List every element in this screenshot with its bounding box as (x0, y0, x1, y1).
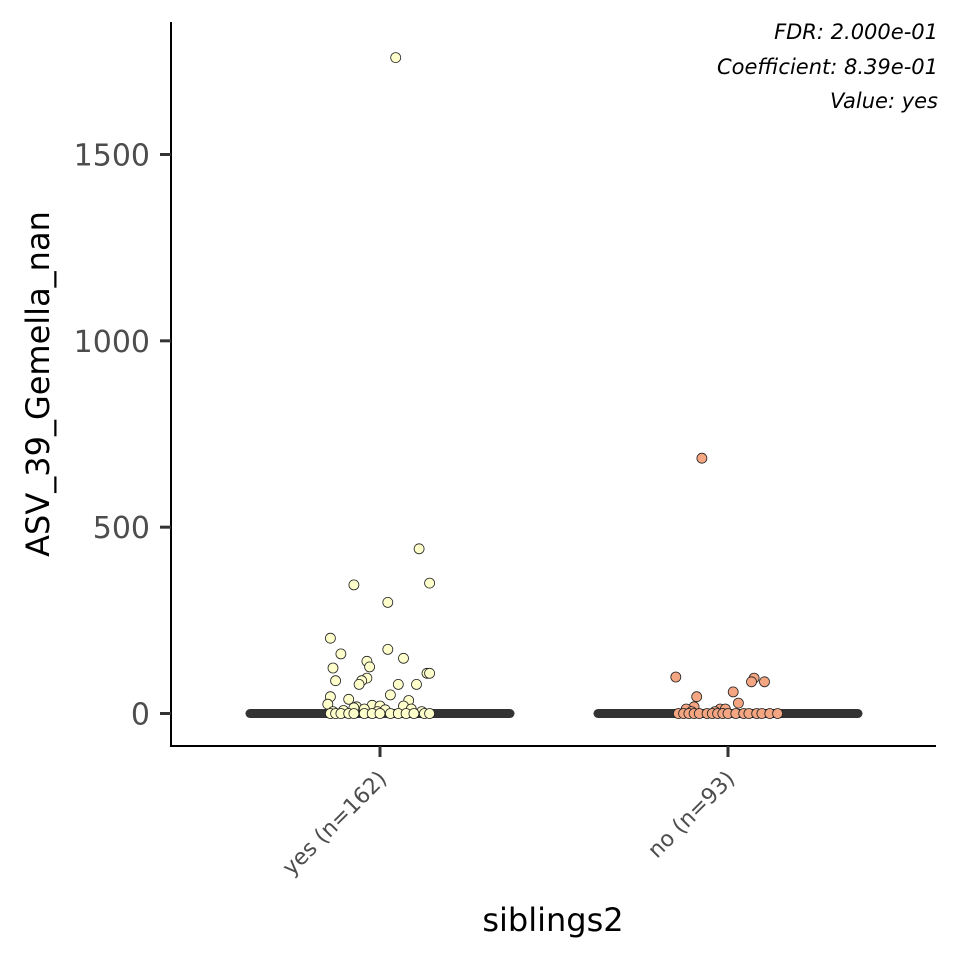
data-point (424, 667, 436, 679)
data-point (727, 686, 739, 698)
data-point (696, 452, 708, 464)
data-point (335, 648, 347, 660)
data-point (398, 652, 409, 664)
data-point (382, 644, 394, 655)
annotation-fdr: FDR: 2.000e-01 (774, 20, 938, 44)
y-tick-label: 1500 (74, 139, 150, 174)
data-point (691, 691, 703, 703)
data-point (772, 708, 783, 719)
y-tick-label: 1000 (74, 325, 150, 360)
data-point (348, 579, 360, 591)
data-point (413, 543, 425, 555)
data-point (733, 697, 744, 709)
data-point (348, 708, 360, 719)
data-point (408, 708, 420, 719)
x-axis-title: siblings2 (482, 901, 623, 939)
x-tick-label: no (n=93) (643, 767, 740, 864)
data-point (390, 52, 402, 63)
data-point (759, 676, 770, 688)
data-point (343, 693, 355, 705)
data-point (424, 708, 436, 719)
data-point (324, 632, 336, 644)
data-points (322, 52, 783, 719)
data-point (374, 708, 386, 719)
x-axis: yes (n=162) no (n=93) (278, 746, 740, 881)
y-axis: 0 500 1000 1500 (74, 139, 171, 733)
data-point (746, 676, 757, 688)
data-point (330, 675, 342, 687)
y-tick-label: 0 (131, 698, 150, 733)
data-point (384, 689, 396, 701)
annotation-value: Value: yes (830, 89, 938, 113)
data-point (392, 679, 404, 690)
y-tick-label: 500 (93, 511, 150, 546)
data-point (353, 679, 365, 690)
data-point (670, 671, 682, 683)
data-point (364, 661, 376, 673)
data-point (424, 577, 436, 589)
data-point (411, 679, 422, 690)
annotation-coefficient: Coefficient: 8.39e-01 (717, 55, 938, 79)
x-tick-label: yes (n=162) (278, 767, 392, 881)
data-point (327, 662, 339, 674)
data-point (382, 597, 394, 608)
y-axis-title: ASV_39_Gemella_nan (19, 211, 57, 557)
